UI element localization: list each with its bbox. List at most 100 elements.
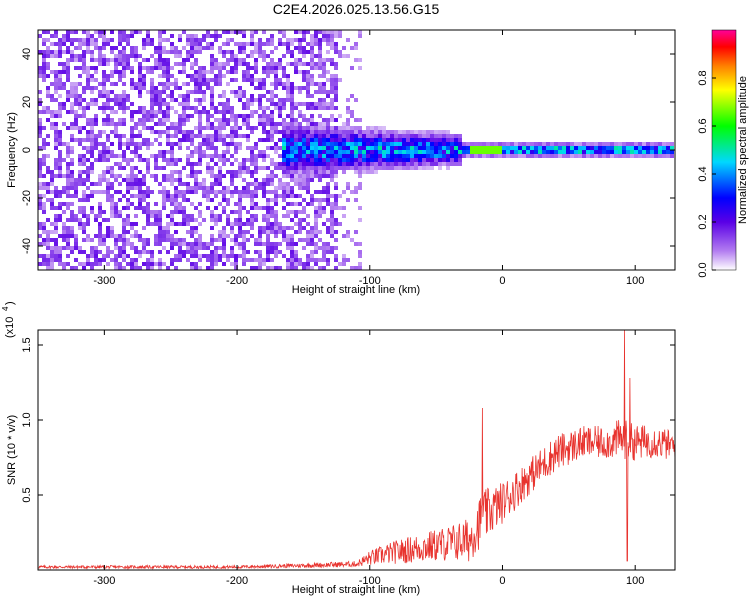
heatmap-cell [286, 154, 290, 158]
heatmap-cell [290, 42, 294, 46]
heatmap-cell [302, 142, 306, 146]
heatmap-cell [234, 262, 238, 266]
heatmap-cell [310, 266, 314, 270]
heatmap-cell [306, 138, 310, 142]
heatmap-cell [230, 130, 234, 134]
heatmap-cell [294, 130, 298, 134]
heatmap-cell [58, 54, 62, 58]
heatmap-cell [202, 150, 206, 154]
heatmap-cell [542, 146, 546, 150]
heatmap-cell [178, 258, 182, 262]
heatmap-cell [58, 82, 62, 86]
heatmap-cell [138, 106, 142, 110]
heatmap-cell [70, 186, 74, 190]
heatmap-cell [446, 134, 450, 138]
heatmap-cell [50, 190, 54, 194]
heatmap-cell [262, 190, 266, 194]
heatmap-cell [190, 234, 194, 238]
heatmap-cell [282, 86, 286, 90]
heatmap-cell [214, 194, 218, 198]
heatmap-cell [114, 238, 118, 242]
heatmap-cell [170, 178, 174, 182]
heatmap-cell [170, 50, 174, 54]
heatmap-cell [530, 146, 534, 150]
heatmap-cell [574, 142, 578, 146]
heatmap-cell [178, 158, 182, 162]
heatmap-cell [154, 174, 158, 178]
heatmap-cell [202, 218, 206, 222]
heatmap-cell [198, 78, 202, 82]
heatmap-cell [62, 82, 66, 86]
heatmap-cell [202, 94, 206, 98]
heatmap-cell [270, 198, 274, 202]
heatmap-cell [54, 246, 58, 250]
heatmap-cell [430, 158, 434, 162]
heatmap-cell [102, 142, 106, 146]
heatmap-cell [158, 166, 162, 170]
heatmap-cell [238, 202, 242, 206]
heatmap-cell [70, 234, 74, 238]
heatmap-cell [302, 226, 306, 230]
heatmap-cell [314, 210, 318, 214]
heatmap-cell [82, 226, 86, 230]
heatmap-cell [142, 46, 146, 50]
snr-panel: -300 -200 -100 0 100 0.51.01.5 Height of str… [1, 301, 676, 596]
heatmap-cell [86, 258, 90, 262]
heatmap-cell [250, 54, 254, 58]
heatmap-cell [134, 178, 138, 182]
heatmap-cell [270, 134, 274, 138]
heatmap-cell [50, 202, 54, 206]
heatmap-cell [146, 202, 150, 206]
heatmap-cell [86, 66, 90, 70]
heatmap-cell [58, 42, 62, 46]
heatmap-cell [86, 34, 90, 38]
heatmap-cell [54, 242, 58, 246]
heatmap-cell [70, 174, 74, 178]
heatmap-cell [42, 54, 46, 58]
heatmap-cell [50, 198, 54, 202]
heatmap-cell [74, 122, 78, 126]
heatmap-cell [250, 102, 254, 106]
heatmap-cell [78, 162, 82, 166]
heatmap-cell [42, 154, 46, 158]
heatmap-cell [474, 142, 478, 146]
heatmap-cell [110, 150, 114, 154]
heatmap-cell [286, 162, 290, 166]
heatmap-cell [154, 158, 158, 162]
heatmap-cell [58, 190, 62, 194]
heatmap-cell [286, 94, 290, 98]
heatmap-cell [298, 182, 302, 186]
heatmap-cell [246, 166, 250, 170]
heatmap-cell [346, 150, 350, 154]
heatmap-cell [202, 98, 206, 102]
heatmap-cell [198, 246, 202, 250]
heatmap-cell [274, 150, 278, 154]
heatmap-cell [66, 262, 70, 266]
heatmap-cell [282, 74, 286, 78]
heatmap-cell [310, 138, 314, 142]
heatmap-cell [286, 90, 290, 94]
heatmap-cell [330, 218, 334, 222]
heatmap-cell [386, 134, 390, 138]
heatmap-cell [138, 130, 142, 134]
heatmap-cell [510, 150, 514, 154]
heatmap-cell [118, 262, 122, 266]
heatmap-cell [126, 218, 130, 222]
heatmap-cell [418, 162, 422, 166]
heatmap-cell [106, 146, 110, 150]
heatmap-cell [166, 194, 170, 198]
heatmap-cell [414, 138, 418, 142]
heatmap-cell [46, 110, 50, 114]
heatmap-cell [370, 166, 374, 170]
heatmap-cell [262, 194, 266, 198]
heatmap-cell [262, 70, 266, 74]
heatmap-cell [442, 158, 446, 162]
heatmap-cell [290, 218, 294, 222]
heatmap-cell [178, 190, 182, 194]
heatmap-cell [422, 166, 426, 170]
heatmap-cell [274, 234, 278, 238]
heatmap-cell [118, 70, 122, 74]
heatmap-cell [310, 94, 314, 98]
heatmap-cell [166, 226, 170, 230]
heatmap-cell [270, 258, 274, 262]
